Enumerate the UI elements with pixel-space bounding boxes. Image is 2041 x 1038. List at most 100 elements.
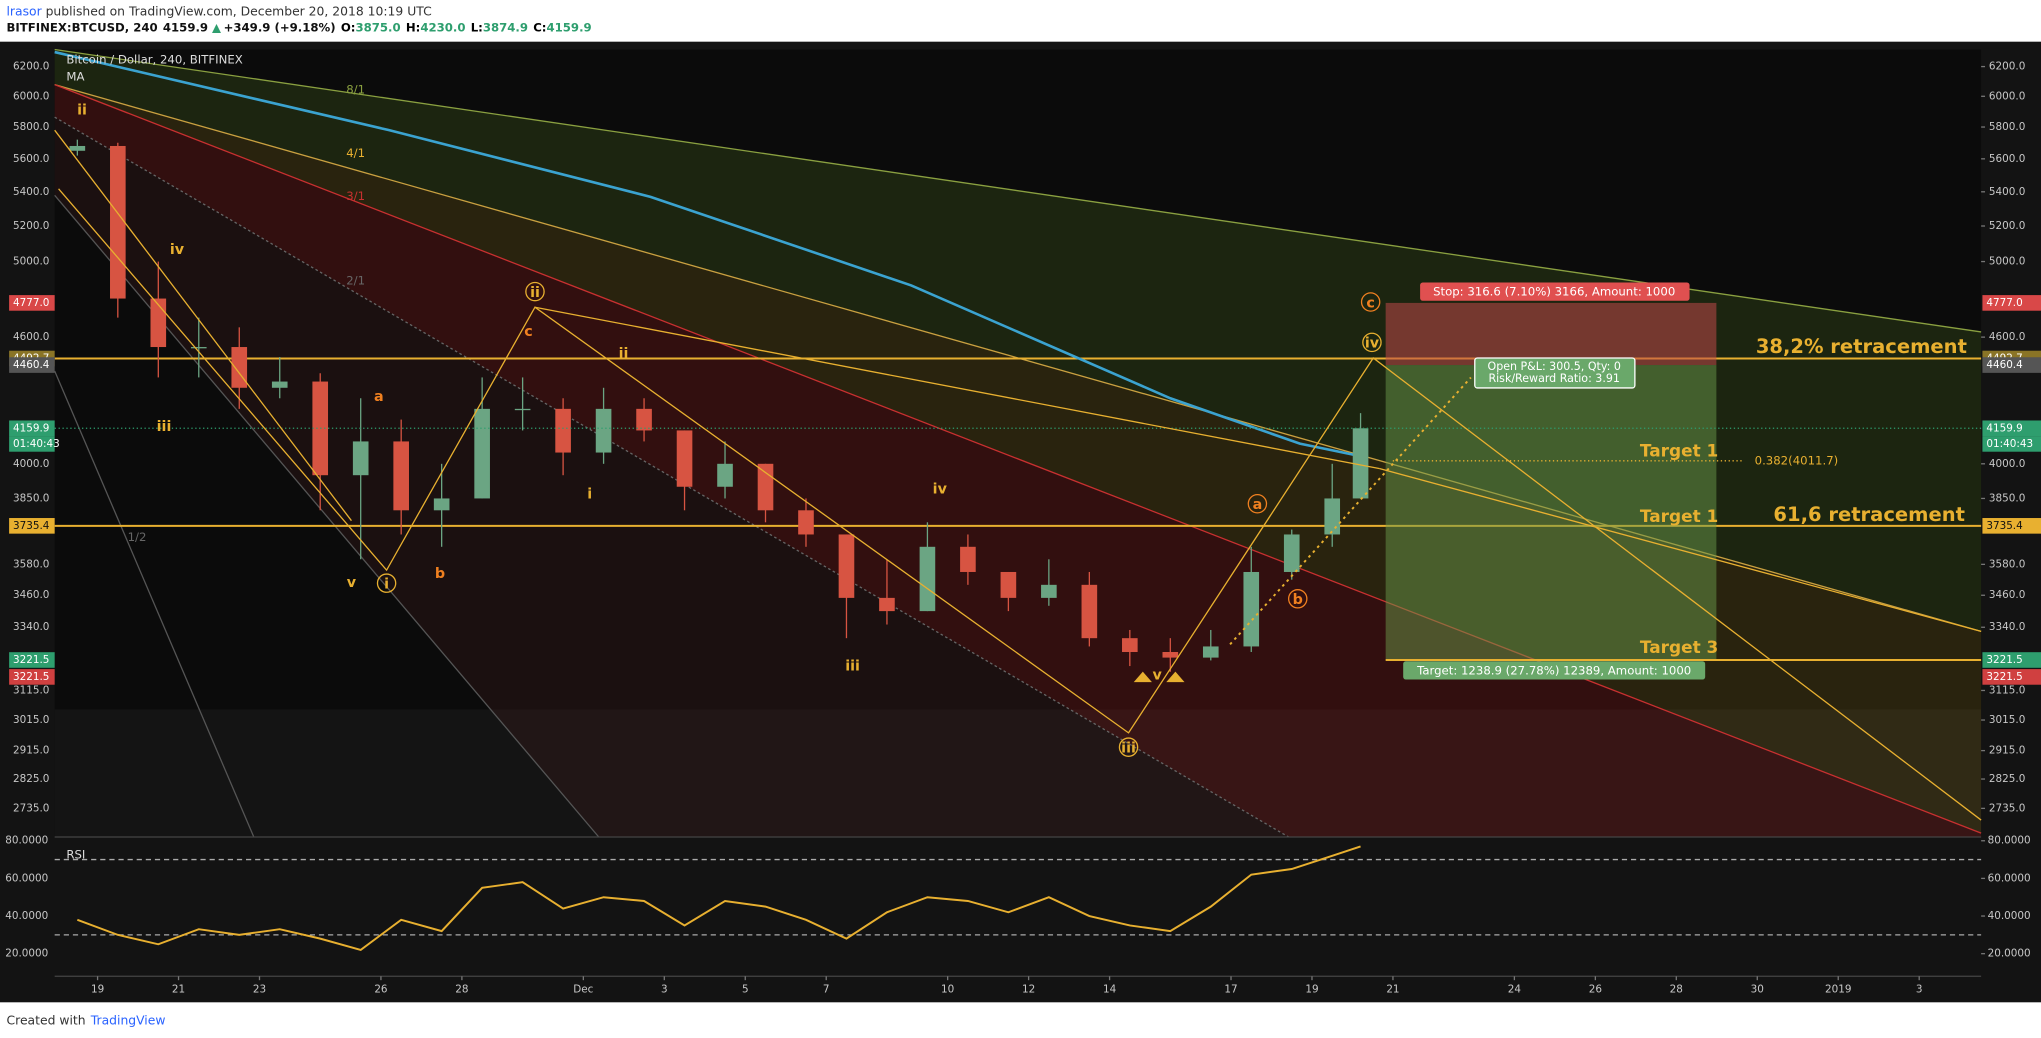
y-tick-label: 5400.0 bbox=[1989, 186, 2025, 198]
y-tick-label: 3115.0 bbox=[13, 684, 49, 696]
y-tick-label: 3460.0 bbox=[1989, 589, 2025, 601]
candle-body bbox=[150, 298, 167, 348]
target-zone bbox=[1385, 365, 1717, 660]
x-tick-label: 28 bbox=[1670, 983, 1683, 995]
price-tag-label: 4777.0 bbox=[1986, 297, 2022, 309]
candle-body bbox=[1081, 584, 1098, 639]
h-key: H: bbox=[406, 20, 420, 34]
x-tick-label: 7 bbox=[823, 983, 830, 995]
candle-body bbox=[110, 145, 126, 299]
candle-body bbox=[514, 408, 531, 411]
wave-dotted bbox=[1229, 376, 1472, 646]
symbol: BITFINEX:BTCUSD, 240 bbox=[7, 20, 158, 34]
stop-box bbox=[1420, 282, 1690, 301]
countdown-tag bbox=[1982, 436, 2041, 452]
y-tick-label: 3015.0 bbox=[13, 714, 49, 726]
wave-label: iii bbox=[845, 658, 860, 674]
published: published on TradingView.com, December 2… bbox=[46, 4, 432, 18]
wave-lines bbox=[54, 129, 1982, 821]
wave-label: iv bbox=[933, 481, 948, 497]
candle-body bbox=[676, 430, 693, 487]
rsi-tick-label: 60.0000 bbox=[5, 872, 48, 884]
x-tick-label: 23 bbox=[253, 983, 266, 995]
target-box bbox=[1403, 661, 1706, 680]
candle-body bbox=[1122, 638, 1138, 653]
rsi-label: RSI bbox=[66, 848, 85, 862]
price-tag bbox=[1982, 652, 2041, 668]
rsi-tick-label: 80.0000 bbox=[1988, 835, 2031, 847]
y-tick-label: 5800.0 bbox=[13, 121, 49, 133]
y-tick-label: 4600.0 bbox=[1989, 331, 2025, 343]
y-tick-label: 2915.0 bbox=[13, 745, 49, 757]
target-text: Target: 1238.9 (27.78%) 12389, Amount: 1… bbox=[1416, 664, 1691, 678]
price-tag bbox=[9, 518, 55, 534]
fan-labels: 8/1 4/1 3/1 2/1 1/2 bbox=[128, 82, 366, 544]
wave-line bbox=[1379, 467, 1982, 632]
rsi-tick-label: 60.0000 bbox=[1988, 872, 2031, 884]
y-tick-label: 3580.0 bbox=[1989, 558, 2025, 570]
pnl-text: Open P&L: 300.5, Qty: 0 bbox=[1488, 360, 1621, 373]
wave-label: iii bbox=[1121, 740, 1136, 756]
x-tick-label: 26 bbox=[1589, 983, 1602, 995]
y-tick-label: 4000.0 bbox=[13, 458, 49, 470]
candle-body bbox=[1243, 571, 1260, 647]
c-value: 4159.9 bbox=[547, 20, 592, 34]
y-tick-label: 2735.0 bbox=[13, 802, 49, 814]
y-tick-label: 3115.0 bbox=[1989, 684, 2025, 696]
price-tag-label: 3221.5 bbox=[13, 671, 49, 683]
price-tag-label: 4159.9 bbox=[13, 422, 49, 434]
price-tag-label: 4777.0 bbox=[13, 297, 49, 309]
ma-line bbox=[54, 50, 1365, 459]
y-tick-label: 3850.0 bbox=[13, 492, 49, 504]
y-tick-label: 3340.0 bbox=[1989, 621, 2025, 633]
rsi-tick-label: 40.0000 bbox=[1988, 910, 2031, 922]
author[interactable]: lrasor bbox=[7, 4, 43, 18]
y-tick-label: 4600.0 bbox=[13, 331, 49, 343]
wave-line bbox=[534, 306, 1380, 470]
y-tick-label: 3460.0 bbox=[13, 589, 49, 601]
wave-label: iii bbox=[157, 419, 172, 435]
candle-body bbox=[798, 510, 814, 535]
stop-zone bbox=[1385, 302, 1717, 366]
y-tick-label: 5400.0 bbox=[13, 186, 49, 198]
x-tick-label: 5 bbox=[742, 983, 749, 995]
x-tick-label: 3 bbox=[1916, 983, 1923, 995]
y-tick-label: 5000.0 bbox=[13, 256, 49, 268]
y-tick-label: 5600.0 bbox=[1989, 153, 2025, 165]
target-label: Target 1 bbox=[1640, 506, 1718, 526]
rr-text: Risk/Reward Ratio: 3.91 bbox=[1488, 372, 1619, 385]
x-tick-label: 12 bbox=[1022, 983, 1035, 995]
y-tick-label: 2915.0 bbox=[1989, 745, 2025, 757]
y-tick-label: 3015.0 bbox=[1989, 714, 2025, 726]
x-tick-label: 24 bbox=[1508, 983, 1522, 995]
x-tick-label: 2019 bbox=[1825, 983, 1851, 995]
marker bbox=[1133, 671, 1152, 683]
countdown-tag bbox=[9, 436, 55, 452]
rsi-tick-label: 40.0000 bbox=[5, 910, 48, 922]
l-key: L: bbox=[471, 20, 483, 34]
symbol-line: BITFINEX:BTCUSD, 240 4159.9 ▲ +349.9 (+9.18… bbox=[7, 20, 592, 34]
target-label: Target 1 bbox=[1640, 441, 1718, 461]
candle-body bbox=[1324, 498, 1341, 535]
h-value: 4230.0 bbox=[420, 20, 465, 34]
x-tick-label: 14 bbox=[1103, 983, 1117, 995]
wave-label: b bbox=[1293, 592, 1303, 608]
candle-body bbox=[555, 408, 571, 453]
arrow: ▲ bbox=[212, 20, 221, 34]
candle-body bbox=[879, 597, 895, 612]
countdown: 01:40:43 bbox=[13, 438, 60, 450]
candle-body bbox=[231, 347, 248, 388]
wave-label: v bbox=[347, 575, 357, 591]
x-tick-label: 17 bbox=[1224, 983, 1237, 995]
x-tick-label: 3 bbox=[661, 983, 668, 995]
marker bbox=[1166, 671, 1185, 683]
y-tick-label: 2825.0 bbox=[13, 773, 49, 785]
annotations: 38,2% retracement Target 1 0.382(4011.7)… bbox=[66, 52, 1967, 861]
price-tag-label: 4460.4 bbox=[13, 359, 50, 371]
rsi-line bbox=[76, 845, 1361, 951]
brand[interactable]: TradingView bbox=[90, 1013, 166, 1027]
wave-label: v bbox=[1153, 668, 1163, 684]
y-tick-label: 6200.0 bbox=[1989, 61, 2025, 73]
price-tag-label: 3221.5 bbox=[1986, 654, 2022, 666]
